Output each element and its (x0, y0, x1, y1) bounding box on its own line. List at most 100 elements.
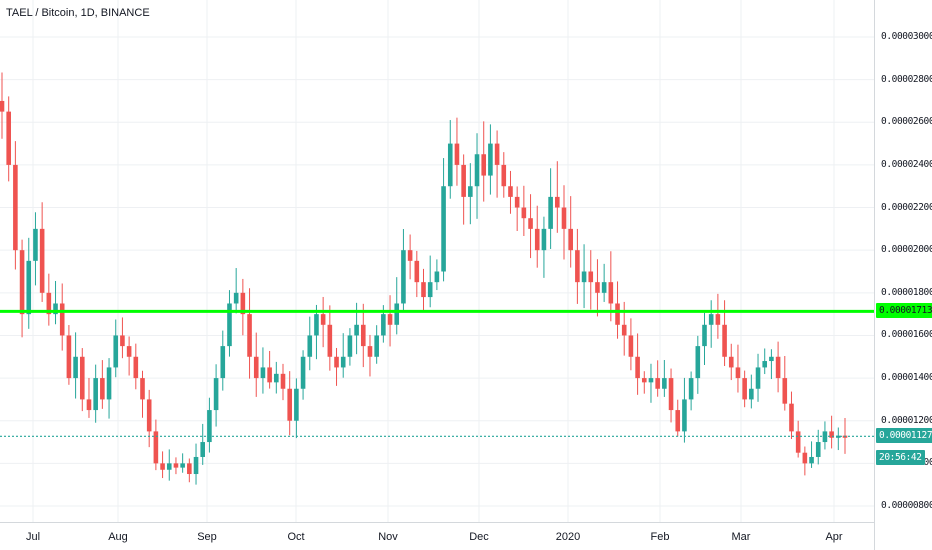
candle-body-down[interactable] (133, 356, 139, 379)
candle-body-down[interactable] (621, 324, 627, 336)
candle-body-up[interactable] (541, 228, 547, 251)
candle-body-down[interactable] (126, 346, 132, 357)
candle-body-up[interactable] (33, 228, 38, 261)
candle-body-up[interactable] (836, 435, 841, 438)
candle-body-up[interactable] (441, 186, 446, 272)
candle-body-down[interactable] (387, 314, 393, 325)
candle-body-up[interactable] (347, 335, 353, 357)
time-axis[interactable]: Jul Aug Sep Oct Nov Dec 2020 Feb Mar Apr (0, 522, 874, 550)
candle-body-down[interactable] (253, 356, 259, 379)
candle-body-down[interactable] (86, 399, 92, 411)
candle-body-up[interactable] (474, 154, 480, 187)
candle-body-up[interactable] (381, 314, 386, 336)
candle-body-down[interactable] (481, 154, 487, 176)
candle-body-down[interactable] (334, 356, 339, 368)
price-axis[interactable]: 0.000008000.000010000.000012000.00001400… (874, 0, 932, 550)
candle-body-down[interactable] (146, 399, 152, 432)
candle-body-down[interactable] (508, 186, 513, 197)
candle-body-down[interactable] (280, 373, 286, 389)
candle-body-up[interactable] (468, 186, 473, 197)
candle-body-up[interactable] (601, 282, 607, 293)
candle-body-down[interactable] (240, 292, 246, 315)
candle-body-up[interactable] (53, 303, 58, 315)
candle-body-up[interactable] (260, 367, 266, 379)
candle-body-down[interactable] (641, 378, 647, 383)
candle-body-down[interactable] (782, 378, 788, 404)
candle-body-up[interactable] (227, 303, 232, 347)
candle-body-down[interactable] (588, 271, 594, 283)
candle-body-up[interactable] (548, 196, 553, 229)
candle-body-up[interactable] (427, 282, 433, 298)
candle-body-down[interactable] (327, 324, 333, 357)
candle-body-up[interactable] (682, 399, 687, 432)
candle-body-down[interactable] (561, 207, 567, 229)
candle-body-up[interactable] (354, 324, 359, 336)
candle-body-down[interactable] (153, 431, 159, 464)
candle-body-down[interactable] (267, 367, 272, 383)
candle-body-up[interactable] (193, 456, 199, 475)
candle-body-down[interactable] (655, 378, 660, 389)
candle-body-up[interactable] (755, 367, 761, 389)
candle-body-down[interactable] (39, 228, 45, 293)
candle-body-down[interactable] (461, 164, 466, 197)
candle-body-down[interactable] (608, 282, 614, 304)
candle-body-up[interactable] (200, 442, 206, 457)
candle-body-down[interactable] (100, 378, 105, 400)
candle-body-up[interactable] (401, 250, 406, 304)
candle-body-up[interactable] (93, 378, 98, 411)
candle-body-down[interactable] (735, 367, 741, 379)
candle-body-down[interactable] (13, 164, 18, 251)
candle-body-up[interactable] (314, 314, 319, 336)
candle-body-down[interactable] (187, 463, 192, 475)
candle-body-down[interactable] (6, 111, 11, 165)
candle-body-down[interactable] (160, 463, 165, 470)
candle-body-down[interactable] (19, 250, 25, 315)
candle-body-down[interactable] (675, 410, 681, 432)
candle-body-down[interactable] (802, 452, 808, 464)
candle-body-up[interactable] (300, 356, 306, 389)
candle-body-down[interactable] (79, 356, 85, 400)
candle-body-down[interactable] (789, 403, 794, 432)
candle-body-up[interactable] (581, 271, 587, 283)
candle-body-up[interactable] (434, 271, 440, 283)
candle-body-down[interactable] (521, 207, 527, 219)
candle-body-down[interactable] (320, 314, 326, 325)
candle-body-up[interactable] (294, 388, 299, 421)
candle-body-down[interactable] (454, 143, 460, 165)
candle-body-up[interactable] (166, 463, 172, 470)
candle-body-down[interactable] (742, 378, 747, 400)
candle-body-down[interactable] (728, 356, 734, 368)
candle-body-down[interactable] (501, 164, 507, 187)
candle-body-down[interactable] (775, 356, 781, 379)
candle-body-down[interactable] (360, 324, 366, 347)
candle-body-up[interactable] (749, 388, 754, 400)
candle-body-up[interactable] (688, 378, 694, 400)
candle-body-down[interactable] (287, 388, 292, 421)
candle-body-up[interactable] (809, 456, 814, 464)
candle-body-down[interactable] (140, 378, 145, 400)
candle-body-down[interactable] (568, 228, 573, 251)
candle-body-up[interactable] (662, 378, 667, 389)
candle-body-down[interactable] (628, 335, 634, 357)
candle-body-down[interactable] (715, 314, 721, 325)
candle-body-up[interactable] (106, 367, 112, 400)
candle-body-down[interactable] (635, 356, 640, 379)
candle-body-down[interactable] (120, 335, 125, 347)
candle-body-down[interactable] (0, 100, 5, 112)
candle-body-down[interactable] (407, 250, 413, 261)
candle-body-up[interactable] (447, 143, 453, 187)
candle-body-up[interactable] (708, 314, 714, 325)
candle-body-down[interactable] (59, 303, 65, 336)
candle-body-down[interactable] (595, 282, 600, 293)
candle-body-up[interactable] (233, 292, 239, 304)
candle-body-up[interactable] (762, 361, 768, 368)
candle-body-up[interactable] (220, 346, 226, 379)
candle-body-up[interactable] (274, 373, 279, 383)
candle-body-down[interactable] (66, 335, 72, 379)
candle-body-up[interactable] (180, 463, 185, 468)
candle-body-up[interactable] (73, 356, 78, 379)
candle-body-down[interactable] (534, 228, 540, 251)
candle-body-down[interactable] (528, 218, 533, 229)
candle-body-down[interactable] (575, 250, 580, 283)
candle-body-up[interactable] (394, 303, 400, 325)
